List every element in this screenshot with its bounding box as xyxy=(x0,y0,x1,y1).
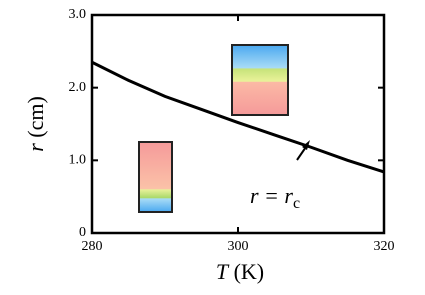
y-tick-label: 3.0 xyxy=(69,7,87,22)
x-label: T (K) xyxy=(216,259,264,284)
line xyxy=(91,60,385,174)
x-tick-label: 320 xyxy=(374,239,395,254)
inset-box xyxy=(231,44,289,116)
y-tick-label: 2.0 xyxy=(69,80,87,95)
y-tick-label: 1.0 xyxy=(69,153,87,168)
y-label: r (cm) xyxy=(23,96,48,152)
inset-box xyxy=(138,141,173,213)
x-tick-label: 300 xyxy=(228,239,249,254)
y-tick-label: 0 xyxy=(79,225,86,240)
annotation: r = rc xyxy=(250,183,300,212)
x-tick-label: 280 xyxy=(82,239,103,254)
